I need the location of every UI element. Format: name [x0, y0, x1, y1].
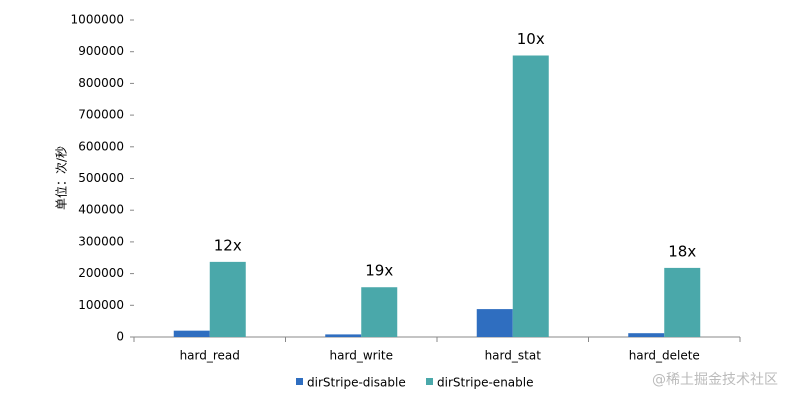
legend-swatch — [296, 378, 303, 385]
y-axis-label: 单位：次/秒 — [54, 146, 69, 210]
x-tick-label: hard_delete — [629, 349, 700, 363]
annotation: 18x — [668, 242, 696, 260]
bar — [476, 309, 513, 337]
y-tick-label: 100000 — [78, 298, 124, 312]
legend-label: dirStripe-enable — [437, 376, 533, 390]
bar — [209, 261, 246, 337]
legend-swatch — [426, 378, 433, 385]
bar — [664, 267, 701, 337]
y-tick-label: 800000 — [78, 76, 124, 90]
annotation: 19x — [365, 262, 393, 280]
bar — [361, 287, 398, 337]
x-tick-label: hard_read — [180, 349, 240, 363]
y-tick-label: 200000 — [78, 266, 124, 280]
y-tick-label: 400000 — [78, 203, 124, 217]
bar — [628, 333, 665, 337]
y-tick-label: 0 — [116, 330, 124, 344]
annotation: 10x — [517, 30, 545, 48]
y-tick-label: 900000 — [78, 44, 124, 58]
bar — [512, 55, 549, 338]
legend-label: dirStripe-disable — [307, 376, 406, 390]
bar — [173, 330, 210, 337]
annotation: 12x — [214, 236, 242, 254]
bar — [325, 334, 362, 337]
watermark: @稀土掘金技术社区 — [652, 372, 778, 388]
y-tick-label: 300000 — [78, 234, 124, 248]
y-tick-label: 600000 — [78, 139, 124, 153]
x-tick-label: hard_stat — [485, 349, 542, 363]
x-tick-label: hard_write — [330, 349, 393, 363]
y-tick-label: 1000000 — [71, 13, 124, 27]
y-tick-label: 700000 — [78, 108, 124, 122]
y-tick-label: 500000 — [78, 171, 124, 185]
